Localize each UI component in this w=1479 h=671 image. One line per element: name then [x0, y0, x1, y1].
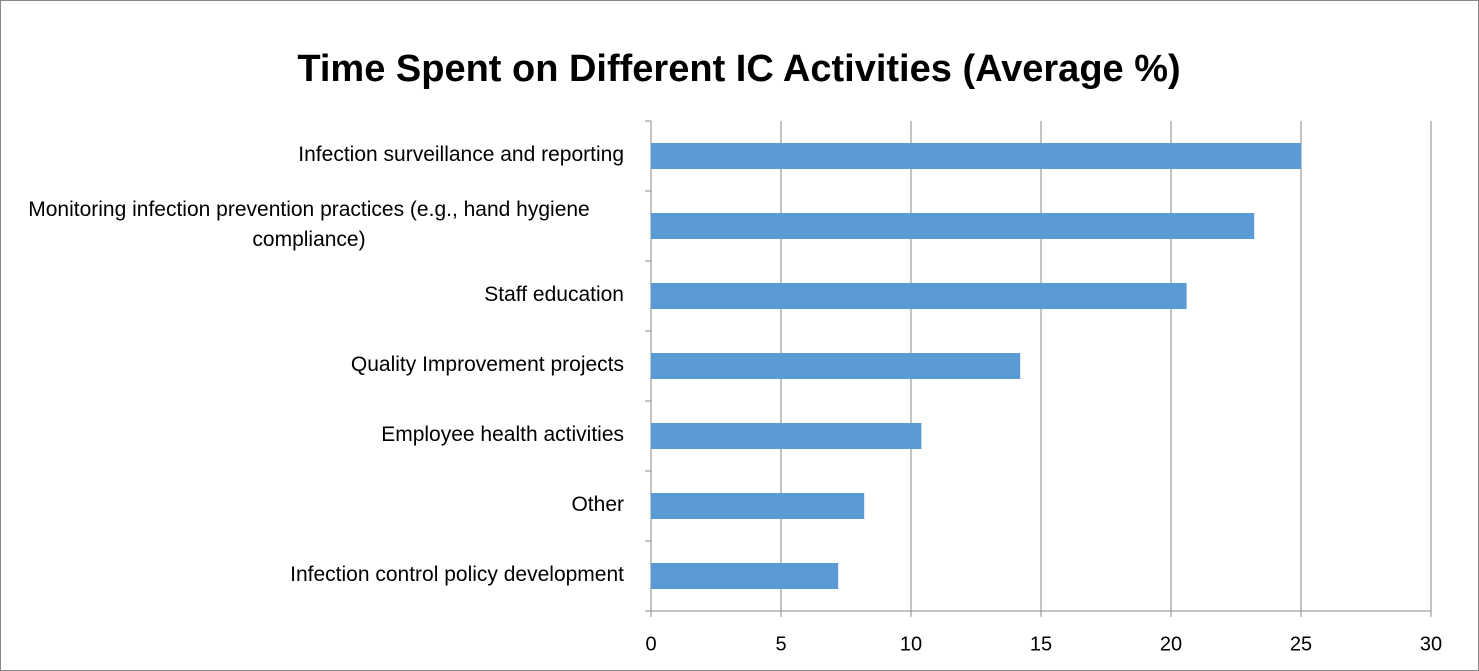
bar: [651, 213, 1255, 239]
x-tick-label: 25: [1290, 633, 1312, 655]
bar: [651, 563, 839, 589]
x-tick-label: 0: [645, 633, 656, 655]
bar: [651, 353, 1021, 379]
x-tick-label: 30: [1420, 633, 1442, 655]
x-tick-label: 5: [775, 633, 786, 655]
y-tick-label: Other: [571, 493, 624, 516]
bar: [651, 493, 865, 519]
y-tick-label-box: Employee health activities: [1, 400, 624, 470]
y-tick-label: Monitoring infection prevention practice…: [28, 198, 590, 251]
y-tick-label: Infection surveillance and reporting: [298, 143, 624, 166]
bar: [651, 143, 1301, 169]
y-tick-label: Employee health activities: [381, 423, 624, 446]
x-tick-label: 20: [1160, 633, 1182, 655]
y-tick-label: Quality Improvement projects: [350, 353, 624, 376]
x-tick-label: 10: [900, 633, 922, 655]
y-tick-label: Staff education: [484, 283, 624, 306]
y-tick-label-box: Other: [1, 470, 624, 540]
bar: [651, 283, 1187, 309]
y-tick-label: Infection control policy development: [290, 563, 624, 586]
y-tick-label-box: Infection surveillance and reporting: [1, 120, 624, 190]
y-tick-label-box: Monitoring infection prevention practice…: [1, 190, 624, 260]
y-tick-label-box: Quality Improvement projects: [1, 330, 624, 400]
y-tick-label-box: Staff education: [1, 260, 624, 330]
chart-title: Time Spent on Different IC Activities (A…: [297, 48, 1180, 90]
y-tick-label-box: Infection control policy development: [1, 540, 624, 610]
bar: [651, 423, 922, 449]
x-tick-label: 15: [1030, 633, 1052, 655]
